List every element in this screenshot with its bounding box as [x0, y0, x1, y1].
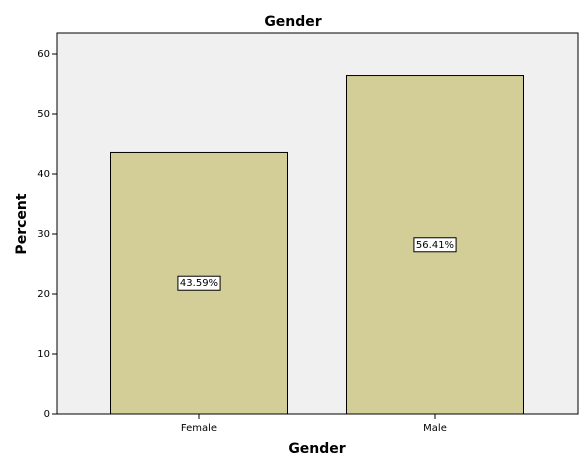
value-label-box	[413, 237, 457, 253]
y-tick-label: 40	[37, 169, 50, 180]
value-label-box	[177, 275, 221, 291]
y-tick-label: 0	[44, 409, 50, 420]
x-axis-title: Gender	[288, 441, 345, 457]
y-tick-label: 30	[37, 229, 50, 240]
y-tick-label: 50	[37, 109, 50, 120]
x-tick-label: Female	[181, 423, 217, 434]
y-tick-label: 20	[37, 289, 50, 300]
y-tick-label: 60	[37, 49, 50, 60]
chart-title: Gender	[264, 14, 321, 30]
value-label: 56.41%	[416, 240, 454, 251]
y-axis-title: Percent	[14, 193, 30, 254]
value-label: 43.59%	[180, 278, 218, 289]
y-tick-label: 10	[37, 349, 50, 360]
x-tick-label: Male	[423, 423, 447, 434]
